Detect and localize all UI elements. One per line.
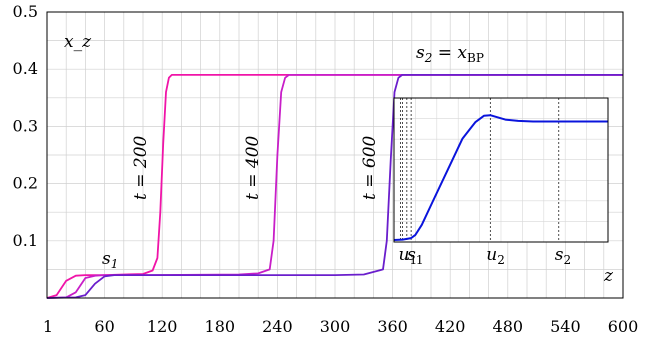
label-s2-xbp: s2 = xBP	[416, 43, 484, 65]
inset-series-line	[393, 114, 608, 241]
x-tick-label: 60	[94, 317, 114, 336]
x-tick-label: 540	[550, 317, 581, 336]
inset-markers	[400, 98, 560, 242]
y-tick-label: 0.3	[13, 116, 38, 135]
plot-frame	[46, 11, 624, 299]
label-t600: t = 600	[360, 135, 380, 200]
label-t200: t = 200	[131, 135, 151, 200]
y-tick-label: 0.5	[13, 2, 38, 21]
inset-marker-label: u2	[486, 245, 505, 267]
x-tick-label: 420	[435, 317, 466, 336]
y-axis-label: x_z	[64, 32, 92, 52]
x-tick-label: 480	[493, 317, 524, 336]
label-s1: s1	[102, 249, 118, 271]
x-tick-label: 360	[377, 317, 408, 336]
x-tick-label: 120	[147, 317, 178, 336]
y-tick-label: 0.1	[13, 231, 38, 250]
inset-frame	[393, 97, 609, 243]
inset-grid	[394, 98, 608, 242]
inset-marker-label: u1	[399, 245, 418, 267]
x-tick-label: 180	[205, 317, 236, 336]
series-lines	[46, 74, 623, 299]
x-tick-label: 600	[608, 317, 639, 336]
y-tick-label: 0.4	[13, 59, 38, 78]
series-line	[46, 74, 623, 299]
y-tick-label: 0.2	[13, 174, 38, 193]
x-tick-label: 1	[43, 317, 53, 336]
inset-line	[393, 114, 608, 241]
inset-marker-label: s2	[555, 245, 571, 267]
series-line	[46, 74, 623, 299]
y-tick-labels: 0.1 0.2 0.3 0.4 0.5	[13, 2, 38, 250]
inset-marker-label: s1	[407, 245, 423, 267]
x-tick-labels: 1 60 120 180 240 300 360 420 480 540 600	[43, 317, 638, 336]
x-tick-label: 300	[320, 317, 351, 336]
label-t400: t = 400	[243, 135, 263, 200]
series-line	[46, 74, 623, 299]
x-tick-label: 240	[262, 317, 293, 336]
x-axis-label: z	[603, 266, 614, 286]
